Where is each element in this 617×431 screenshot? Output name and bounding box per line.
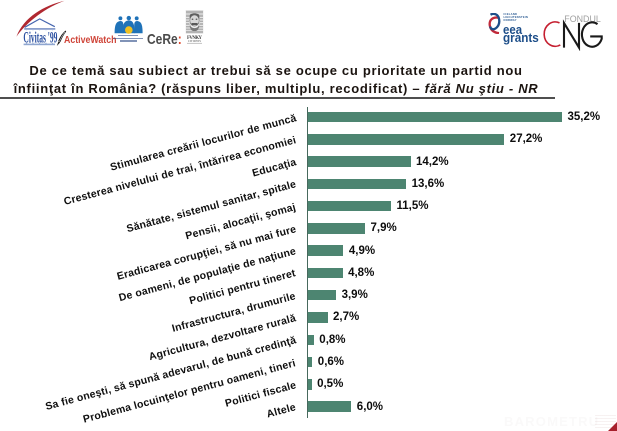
svg-text:FONDUL: FONDUL	[564, 14, 601, 24]
svg-text:CITIZENS: CITIZENS	[188, 39, 201, 43]
svg-text:Civitas '99: Civitas '99	[23, 30, 57, 47]
svg-text:FVNKY: FVNKY	[187, 36, 203, 41]
